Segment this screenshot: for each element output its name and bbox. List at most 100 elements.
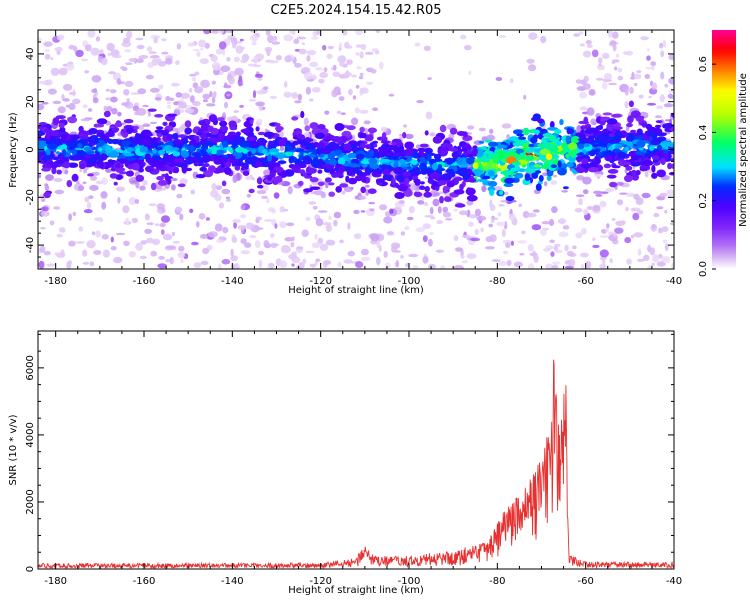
spectrogram-noise-cell bbox=[269, 60, 275, 64]
spectrogram-noise-cell bbox=[540, 35, 547, 44]
spectrogram-noise-cell bbox=[608, 82, 617, 86]
spectrogram-band-cell bbox=[171, 147, 180, 151]
spectrogram-band-cell bbox=[155, 126, 164, 130]
spectrogram-band-cell bbox=[256, 177, 263, 185]
spectrogram-noise-cell bbox=[510, 78, 514, 83]
spectrogram-noise-cell bbox=[116, 78, 122, 85]
spectrogram-noise-cell bbox=[171, 231, 175, 237]
spectrogram-noise-cell bbox=[57, 106, 66, 114]
spectrogram-noise-cell bbox=[103, 105, 108, 112]
spectrogram-noise-cell bbox=[199, 58, 209, 65]
spectrogram-noise-cell bbox=[142, 104, 149, 108]
spectrogram-noise-cell bbox=[590, 118, 597, 125]
spectrogram-noise-cell bbox=[291, 251, 297, 256]
spectrogram-band-cell bbox=[426, 153, 432, 160]
spectrogram-band-cell bbox=[467, 153, 474, 157]
spectrogram-band-cell bbox=[161, 131, 169, 136]
spectrogram-noise-cell bbox=[171, 184, 176, 191]
spectrogram-noise-cell bbox=[386, 231, 395, 236]
spectrogram-noise-cell bbox=[644, 73, 651, 80]
spectrogram-band-cell bbox=[597, 140, 604, 147]
spectrogram-noise-cell bbox=[311, 87, 321, 93]
spectrogram-noise-cell bbox=[210, 189, 219, 198]
spectrogram-noise-cell bbox=[398, 200, 405, 204]
spectrogram-noise-cell bbox=[359, 109, 369, 114]
spectrogram-noise-cell bbox=[622, 51, 629, 55]
spectrogram-noise-cell bbox=[263, 219, 274, 222]
spectrogram-band-cell bbox=[103, 110, 111, 118]
spectrogram-band-cell bbox=[412, 172, 418, 177]
spectrogram-noise-cell bbox=[82, 249, 88, 257]
spectrogram-noise-cell bbox=[105, 88, 110, 92]
spectrogram-band-cell bbox=[275, 175, 283, 182]
spectrogram-noise-cell bbox=[415, 227, 426, 233]
spectrogram-noise-cell bbox=[92, 97, 99, 104]
spectrogram-noise-cell bbox=[609, 40, 617, 46]
spectrogram-band-cell bbox=[263, 131, 275, 138]
spectrogram-band-cell bbox=[625, 165, 633, 171]
spectrogram-noise-cell bbox=[671, 262, 674, 269]
spectrogram-noise-cell bbox=[637, 248, 642, 256]
colorbar-gradient bbox=[712, 30, 736, 269]
spectrogram-band-cell bbox=[446, 181, 455, 188]
spectrogram-band-cell bbox=[383, 167, 391, 176]
spectrogram-band-cell bbox=[260, 139, 268, 144]
spectrogram-noise-cell bbox=[301, 66, 311, 72]
spectrogram-noise-cell bbox=[435, 249, 444, 253]
spectrogram-noise-cell bbox=[200, 79, 211, 89]
spectrogram-band-cell bbox=[650, 138, 661, 146]
spectrogram-band-cell bbox=[600, 116, 611, 121]
snr-y-tick-label: 6000 bbox=[25, 355, 36, 380]
spectrogram-noise-cell bbox=[54, 252, 59, 256]
spectrogram-band-cell bbox=[491, 163, 496, 168]
spectrogram-noise-cell bbox=[554, 249, 563, 254]
spectrogram-noise-cell bbox=[341, 190, 346, 195]
spectrogram-noise-cell bbox=[376, 257, 381, 266]
spectrogram-noise-cell bbox=[541, 221, 551, 225]
spectrogram-band-cell bbox=[317, 169, 323, 174]
spectrogram-noise-cell bbox=[121, 41, 132, 48]
spectrogram-band-cell bbox=[562, 186, 569, 190]
spectrogram-noise-cell bbox=[558, 231, 569, 238]
spectrogram-noise-cell bbox=[303, 72, 314, 80]
spectrogram-noise-cell bbox=[65, 104, 70, 108]
spectrogram-noise-cell bbox=[47, 88, 57, 95]
spectrogram-noise-cell bbox=[44, 183, 50, 192]
spectrogram-noise-cell bbox=[136, 108, 147, 116]
spectrogram-noise-cell bbox=[72, 98, 81, 105]
spectrogram-band-cell bbox=[539, 148, 551, 156]
spectrogram-noise-cell bbox=[544, 181, 548, 187]
spectrogram-noise-cell bbox=[328, 215, 332, 220]
spectrogram-band-cell bbox=[142, 135, 150, 140]
spectrogram-noise-cell bbox=[502, 250, 509, 255]
spectrogram-noise-cell bbox=[101, 201, 107, 210]
spectrogram-noise-cell bbox=[620, 220, 626, 225]
spectrogram-noise-cell bbox=[291, 92, 299, 99]
spectrogram-noise-cell bbox=[270, 233, 275, 239]
spectrogram-band-cell bbox=[166, 158, 174, 162]
spectrogram-band-cell bbox=[329, 158, 337, 166]
spectrogram-noise-cell bbox=[199, 234, 209, 239]
spectrogram-noise-cell bbox=[175, 60, 180, 66]
spectrogram-band-cell bbox=[249, 119, 254, 124]
spectrogram-ticks: -180 -160 -140 -120 -100 -80 -60 -40 -40 -20 0 20 40 bbox=[25, 29, 682, 287]
spectrogram-noise-cell bbox=[331, 89, 338, 98]
spectrogram-band-cell bbox=[152, 160, 162, 165]
spectrogram-band-cell bbox=[208, 165, 216, 173]
spectrogram-noise-cell bbox=[405, 262, 410, 268]
spectrogram-band-cell bbox=[611, 113, 622, 118]
spectrogram-noise-cell bbox=[149, 121, 158, 125]
spectrogram-band-cell bbox=[608, 136, 618, 141]
spectrogram-noise-cell bbox=[290, 241, 295, 248]
spectrogram-noise-cell bbox=[297, 93, 303, 101]
spectrogram-noise-cell bbox=[309, 61, 319, 67]
spectrogram-band-cell bbox=[439, 150, 448, 154]
spectrogram-band-cell bbox=[399, 164, 410, 168]
spectrogram-band-cell bbox=[634, 151, 645, 156]
spectrogram-noise-cell bbox=[88, 195, 94, 200]
spectrogram-band-cell bbox=[541, 137, 547, 145]
spectrogram-noise-cell bbox=[249, 235, 257, 239]
spectrogram-noise-cell bbox=[658, 253, 663, 259]
spectrogram-noise-cell bbox=[613, 232, 618, 238]
spectrogram-noise-cell bbox=[147, 113, 152, 117]
